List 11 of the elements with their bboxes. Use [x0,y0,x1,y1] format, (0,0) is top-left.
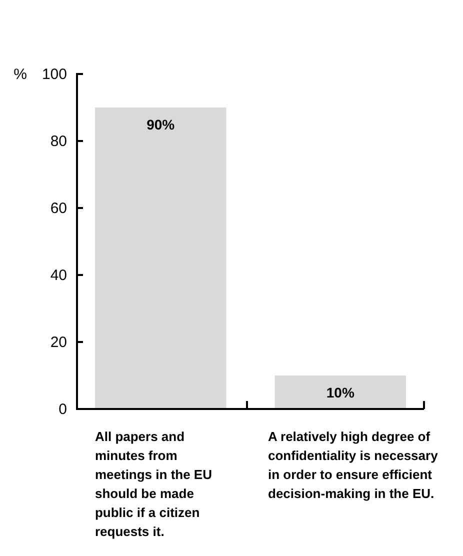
y-tick-label: 20 [50,334,67,351]
y-tick-label: 0 [58,400,67,418]
data-label: 90% [146,116,176,132]
y-tick-label: 60 [50,200,67,217]
y-tick-label: 80 [50,132,67,150]
x-tick-label: A relatively high degree of confidentiality is necessary in order to ensure efficient decision-making in the EU. [268,429,439,501]
y-axis-title: % [14,66,27,83]
x-tick-label: All papers and minutes from meetings in the EU should be made public if a citizen requests it. [94,429,212,539]
y-tick-label: 40 [50,266,67,284]
y-tick-label: 100 [42,66,67,83]
data-label: 10% [326,384,355,400]
